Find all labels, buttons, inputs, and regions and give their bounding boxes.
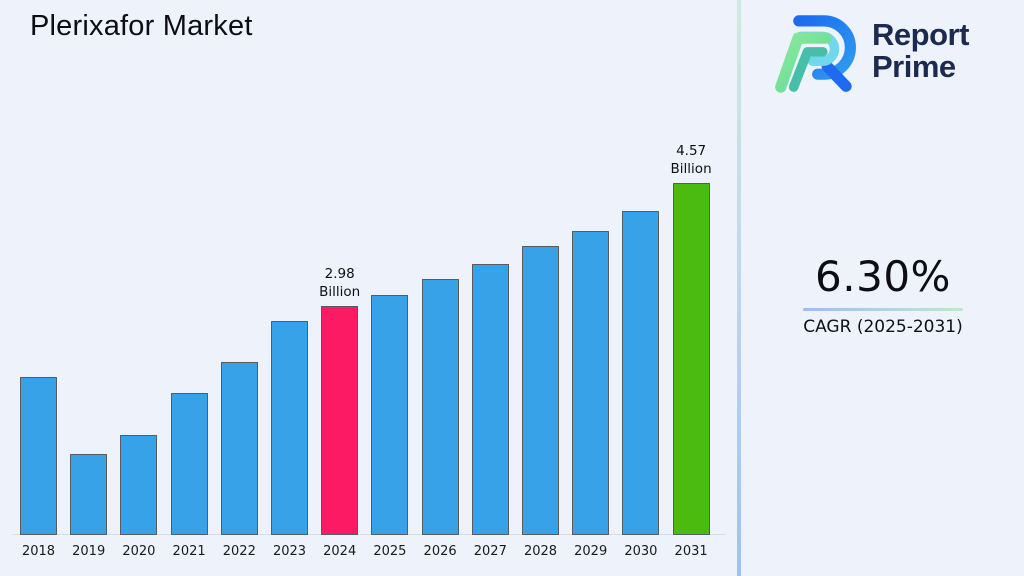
bar-value-label-2031: 4.57 Billion (670, 143, 712, 177)
vertical-divider (737, 0, 741, 576)
logo-wordmark: Report Prime (872, 19, 969, 83)
x-axis-line (12, 534, 726, 535)
bar-2021 (170, 393, 208, 535)
cagr-value: 6.30% (815, 252, 951, 301)
x-tick-2026: 2026 (423, 544, 457, 559)
cagr-block: 6.30% CAGR (2025-2031) (783, 252, 983, 337)
x-tick-2021: 2021 (172, 544, 206, 559)
bar-2027 (471, 264, 509, 535)
cagr-label: CAGR (2025-2031) (803, 317, 963, 337)
bar-2019 (70, 454, 108, 535)
bar-value-label-2024: 2.98 Billion (319, 266, 361, 300)
bar-2024 (321, 306, 359, 535)
x-tick-2031: 2031 (674, 544, 708, 559)
x-tick-2018: 2018 (21, 544, 56, 559)
report-prime-logo-icon (775, 15, 856, 93)
bar-2023 (271, 321, 308, 535)
cagr-underline (803, 308, 963, 311)
logo-word-report: Report (872, 17, 969, 52)
bar-2029 (572, 231, 610, 535)
x-tick-2027: 2027 (473, 544, 507, 559)
logo-word-prime: Prime (872, 49, 956, 84)
bar-2018 (20, 377, 57, 535)
x-tick-2023: 2023 (272, 544, 307, 559)
x-tick-2020: 2020 (122, 544, 156, 559)
x-tick-2022: 2022 (222, 544, 256, 559)
bar-2026 (421, 279, 459, 535)
bar-2028 (522, 246, 559, 535)
x-tick-2028: 2028 (523, 544, 558, 559)
bar-2020 (120, 435, 158, 535)
x-tick-2025: 2025 (373, 544, 407, 559)
x-tick-2029: 2029 (574, 544, 608, 559)
x-tick-2019: 2019 (72, 544, 106, 559)
bar-2025 (371, 295, 409, 535)
bar-2022 (220, 362, 258, 535)
bar-2031 (672, 183, 710, 535)
bar-2030 (622, 211, 660, 535)
x-tick-2030: 2030 (624, 544, 658, 559)
x-tick-2024: 2024 (323, 544, 357, 559)
report-prime-logo: Report Prime (772, 8, 969, 94)
page-title: Plerixafor Market (30, 10, 253, 42)
bar-chart: 2018 2019 2020 2021 2022 2023 2024 2025 2026 2027… (12, 143, 726, 559)
